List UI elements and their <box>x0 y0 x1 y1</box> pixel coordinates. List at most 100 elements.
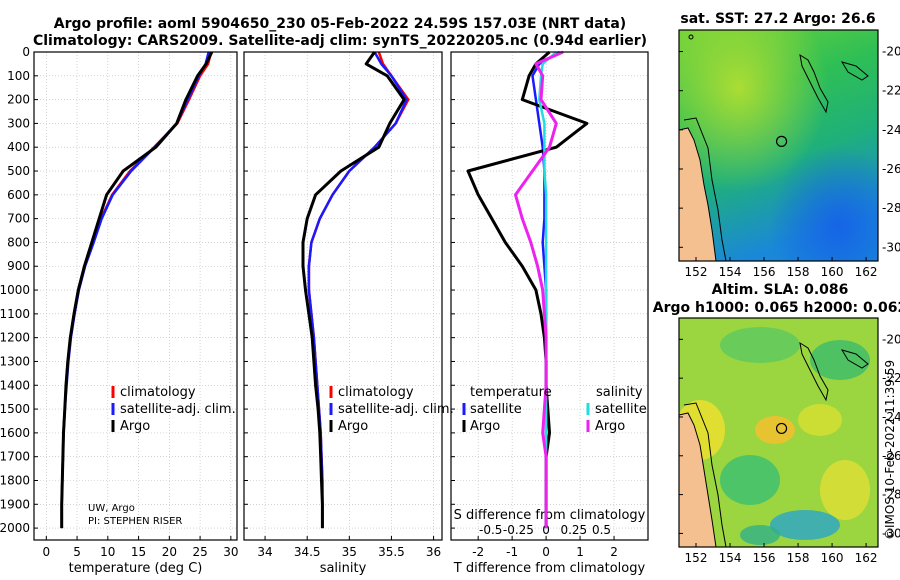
profile-legend-salinity: climatology satellite-adj. clim. Argo <box>329 385 454 434</box>
map-y-tick-label: -30 <box>882 526 900 540</box>
y-tick-label: 900 <box>7 259 30 273</box>
y-tick-label: 1800 <box>0 473 30 487</box>
x2-tick-label: 0 <box>542 523 550 537</box>
x-tick-label: 0 <box>542 545 550 559</box>
y-tick-label: 1500 <box>0 402 30 416</box>
y-tick-label: 100 <box>7 69 30 83</box>
y-tick-label: 1000 <box>0 283 30 297</box>
map-y-tick-label: -30 <box>882 240 900 254</box>
map-x-tick-label: 152 <box>685 265 708 279</box>
x-tick-label: 30 <box>223 545 238 559</box>
map-x-tick-label: 156 <box>753 551 776 565</box>
series-line-salinity-satellite <box>538 51 558 529</box>
islet <box>688 34 694 40</box>
x2-tick-label: 0.25 <box>560 523 587 537</box>
x-tick-label: 20 <box>162 545 177 559</box>
legend-label-temp-satellite: satellite <box>470 402 522 417</box>
imos-credit: ©IMOS 10-Feb-2022 11:39:59 <box>883 360 897 540</box>
plot-frame <box>243 51 443 541</box>
y-tick-label: 1200 <box>0 331 30 345</box>
x-tick-label: 0 <box>42 545 50 559</box>
x2-axis-label: S difference from climatology <box>454 508 646 523</box>
shelf-contour <box>683 402 727 547</box>
x-axis-label: salinity <box>320 561 367 576</box>
x-tick-label: 35 <box>342 545 357 559</box>
y-tick-label: 500 <box>7 164 30 178</box>
y-tick-label: 1900 <box>0 497 30 511</box>
legend-label-temp-argo: Argo <box>470 419 500 434</box>
x-tick-label: 35.5 <box>378 545 405 559</box>
y-tick-label: 2000 <box>0 521 30 535</box>
legend-label-sal-argo: Argo <box>595 419 625 434</box>
x2-tick-label: 0.5 <box>592 523 611 537</box>
map-x-tick-label: 154 <box>719 551 742 565</box>
x-tick-label: 34 <box>257 545 272 559</box>
new-caledonia-outline <box>799 341 829 402</box>
map-x-tick-label: 158 <box>787 551 810 565</box>
sst-map-frame <box>678 29 879 262</box>
map-x-tick-label: 160 <box>821 265 844 279</box>
map-y-tick-label: -28 <box>882 201 900 215</box>
series-line-temperature-argo <box>466 50 589 529</box>
difference-legend: temperature salinity satellite Argo sate… <box>462 385 647 434</box>
salinity-profile-panel: 34 34.5 35 35.5 36 salinity <box>243 51 443 576</box>
australia-coast <box>679 127 717 261</box>
x-axis-label: temperature (deg C) <box>69 561 203 576</box>
map-x-tick-label: 160 <box>821 551 844 565</box>
sla-map-panel: Altim. SLA: 0.086 Argo h1000: 0.065 h200… <box>653 282 900 565</box>
map-x-tick-label: 162 <box>855 265 878 279</box>
map-y-tick-label: -24 <box>882 123 900 137</box>
map-y-tick-label: -20 <box>882 45 900 59</box>
legend-label-satellite: satellite-adj. clim. <box>338 402 454 417</box>
x2-tick-label: -0.5 <box>479 523 502 537</box>
map-y-tick-label: -26 <box>882 162 900 176</box>
series-line-argo <box>60 51 214 529</box>
legend-title-salinity: salinity <box>596 385 643 400</box>
x2-tick-label: -0.25 <box>503 523 534 537</box>
map-y-tick-label: -26 <box>882 449 900 463</box>
y-tick-label: 800 <box>7 235 30 249</box>
x-tick-label: 5 <box>73 545 81 559</box>
y-tick-label: 600 <box>7 188 30 202</box>
x-tick-label: 25 <box>192 545 207 559</box>
map-x-tick-label: 154 <box>719 265 742 279</box>
sla-map-subtitle: Argo h1000: 0.065 h2000: 0.062 <box>653 300 900 316</box>
series-line-satellite-adj-clim- <box>60 51 210 529</box>
x-axis-label: T difference from climatology <box>453 561 646 576</box>
sla-map-frame <box>678 317 879 548</box>
y-tick-label: 0 <box>22 45 30 59</box>
pi-label: PI: STEPHEN RISER <box>88 516 182 527</box>
series-line-salinity-argo <box>514 50 564 529</box>
x-tick-label: 1 <box>576 545 584 559</box>
y-tick-label: 700 <box>7 212 30 226</box>
map-x-tick-label: 152 <box>685 551 708 565</box>
y-tick-label: 200 <box>7 93 30 107</box>
x-tick-label: -1 <box>506 545 518 559</box>
x-tick-label: 34.5 <box>294 545 321 559</box>
island-outline <box>840 61 869 81</box>
legend-label-sal-satellite: satellite <box>595 402 647 417</box>
plot-frame <box>33 51 238 541</box>
y-tick-label: 1600 <box>0 426 30 440</box>
map-y-tick-label: -22 <box>882 371 900 385</box>
map-y-tick-label: -22 <box>882 84 900 98</box>
y-tick-label: 1400 <box>0 378 30 392</box>
profile-location-marker <box>775 135 788 147</box>
australia-coast <box>679 412 717 547</box>
sst-map-title: sat. SST: 27.2 Argo: 26.6 <box>680 11 875 27</box>
series-line-argo <box>301 51 406 529</box>
map-x-tick-label: 158 <box>787 265 810 279</box>
x-tick-label: 10 <box>100 545 115 559</box>
profile-location-marker <box>775 422 788 435</box>
y-tick-label: 300 <box>7 116 30 130</box>
operator-label: UW, Argo <box>88 503 135 514</box>
figure-title-line2: Climatology: CARS2009. Satellite-adj cli… <box>33 33 647 49</box>
map-y-tick-label: -24 <box>882 410 900 424</box>
legend-label-argo: Argo <box>120 419 150 434</box>
map-x-tick-label: 162 <box>855 551 878 565</box>
y-tick-label: 1300 <box>0 354 30 368</box>
x-tick-label: 15 <box>131 545 146 559</box>
x-tick-label: 36 <box>426 545 441 559</box>
legend-title-temperature: temperature <box>470 385 552 400</box>
